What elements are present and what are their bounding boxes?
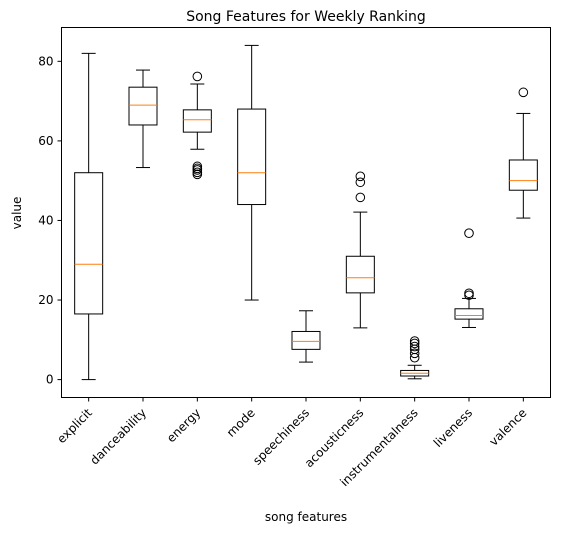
outlier-point bbox=[355, 177, 366, 188]
axes-frame bbox=[61, 27, 551, 398]
y-tick-label: 20 bbox=[38, 293, 53, 307]
box-iqr bbox=[74, 172, 104, 315]
box-danceability bbox=[128, 69, 158, 169]
box-iqr bbox=[291, 330, 321, 350]
outlier-point bbox=[192, 165, 203, 175]
box-speechiness bbox=[291, 310, 321, 363]
y-tick-label: 40 bbox=[38, 213, 53, 227]
box-mode bbox=[237, 44, 267, 301]
outlier-point bbox=[464, 228, 474, 238]
y-axis: 0 20 40 60 80 bbox=[38, 54, 62, 387]
box-valence bbox=[508, 87, 538, 219]
outlier-point bbox=[192, 169, 203, 180]
y-tick-label: 60 bbox=[38, 134, 53, 148]
outlier-point bbox=[409, 336, 420, 346]
y-tick-label: 80 bbox=[38, 54, 53, 68]
box-iqr bbox=[508, 159, 538, 191]
y-tick-label: 0 bbox=[46, 373, 54, 387]
box-instrumentalness bbox=[400, 336, 430, 380]
plot-area bbox=[74, 44, 538, 381]
x-axis-label: song features bbox=[265, 510, 347, 524]
chart-title: Song Features for Weekly Ranking bbox=[186, 9, 426, 25]
box-iqr bbox=[128, 86, 158, 126]
outlier-point bbox=[464, 288, 474, 299]
box-iqr bbox=[345, 255, 375, 294]
box-iqr bbox=[237, 108, 267, 206]
box-iqr bbox=[454, 308, 484, 320]
outlier-point bbox=[192, 71, 203, 82]
box-liveness bbox=[454, 228, 484, 328]
box-energy bbox=[182, 71, 212, 180]
box-iqr bbox=[182, 109, 212, 133]
outlier-point bbox=[518, 87, 529, 98]
outlier-point bbox=[409, 341, 420, 352]
outlier-point bbox=[409, 348, 420, 359]
outlier-point bbox=[355, 192, 366, 203]
box-acousticness bbox=[345, 171, 375, 329]
outlier-point bbox=[355, 171, 366, 182]
box-explicit bbox=[74, 52, 104, 381]
outlier-point bbox=[409, 338, 420, 349]
y-axis-label: value bbox=[10, 197, 24, 230]
